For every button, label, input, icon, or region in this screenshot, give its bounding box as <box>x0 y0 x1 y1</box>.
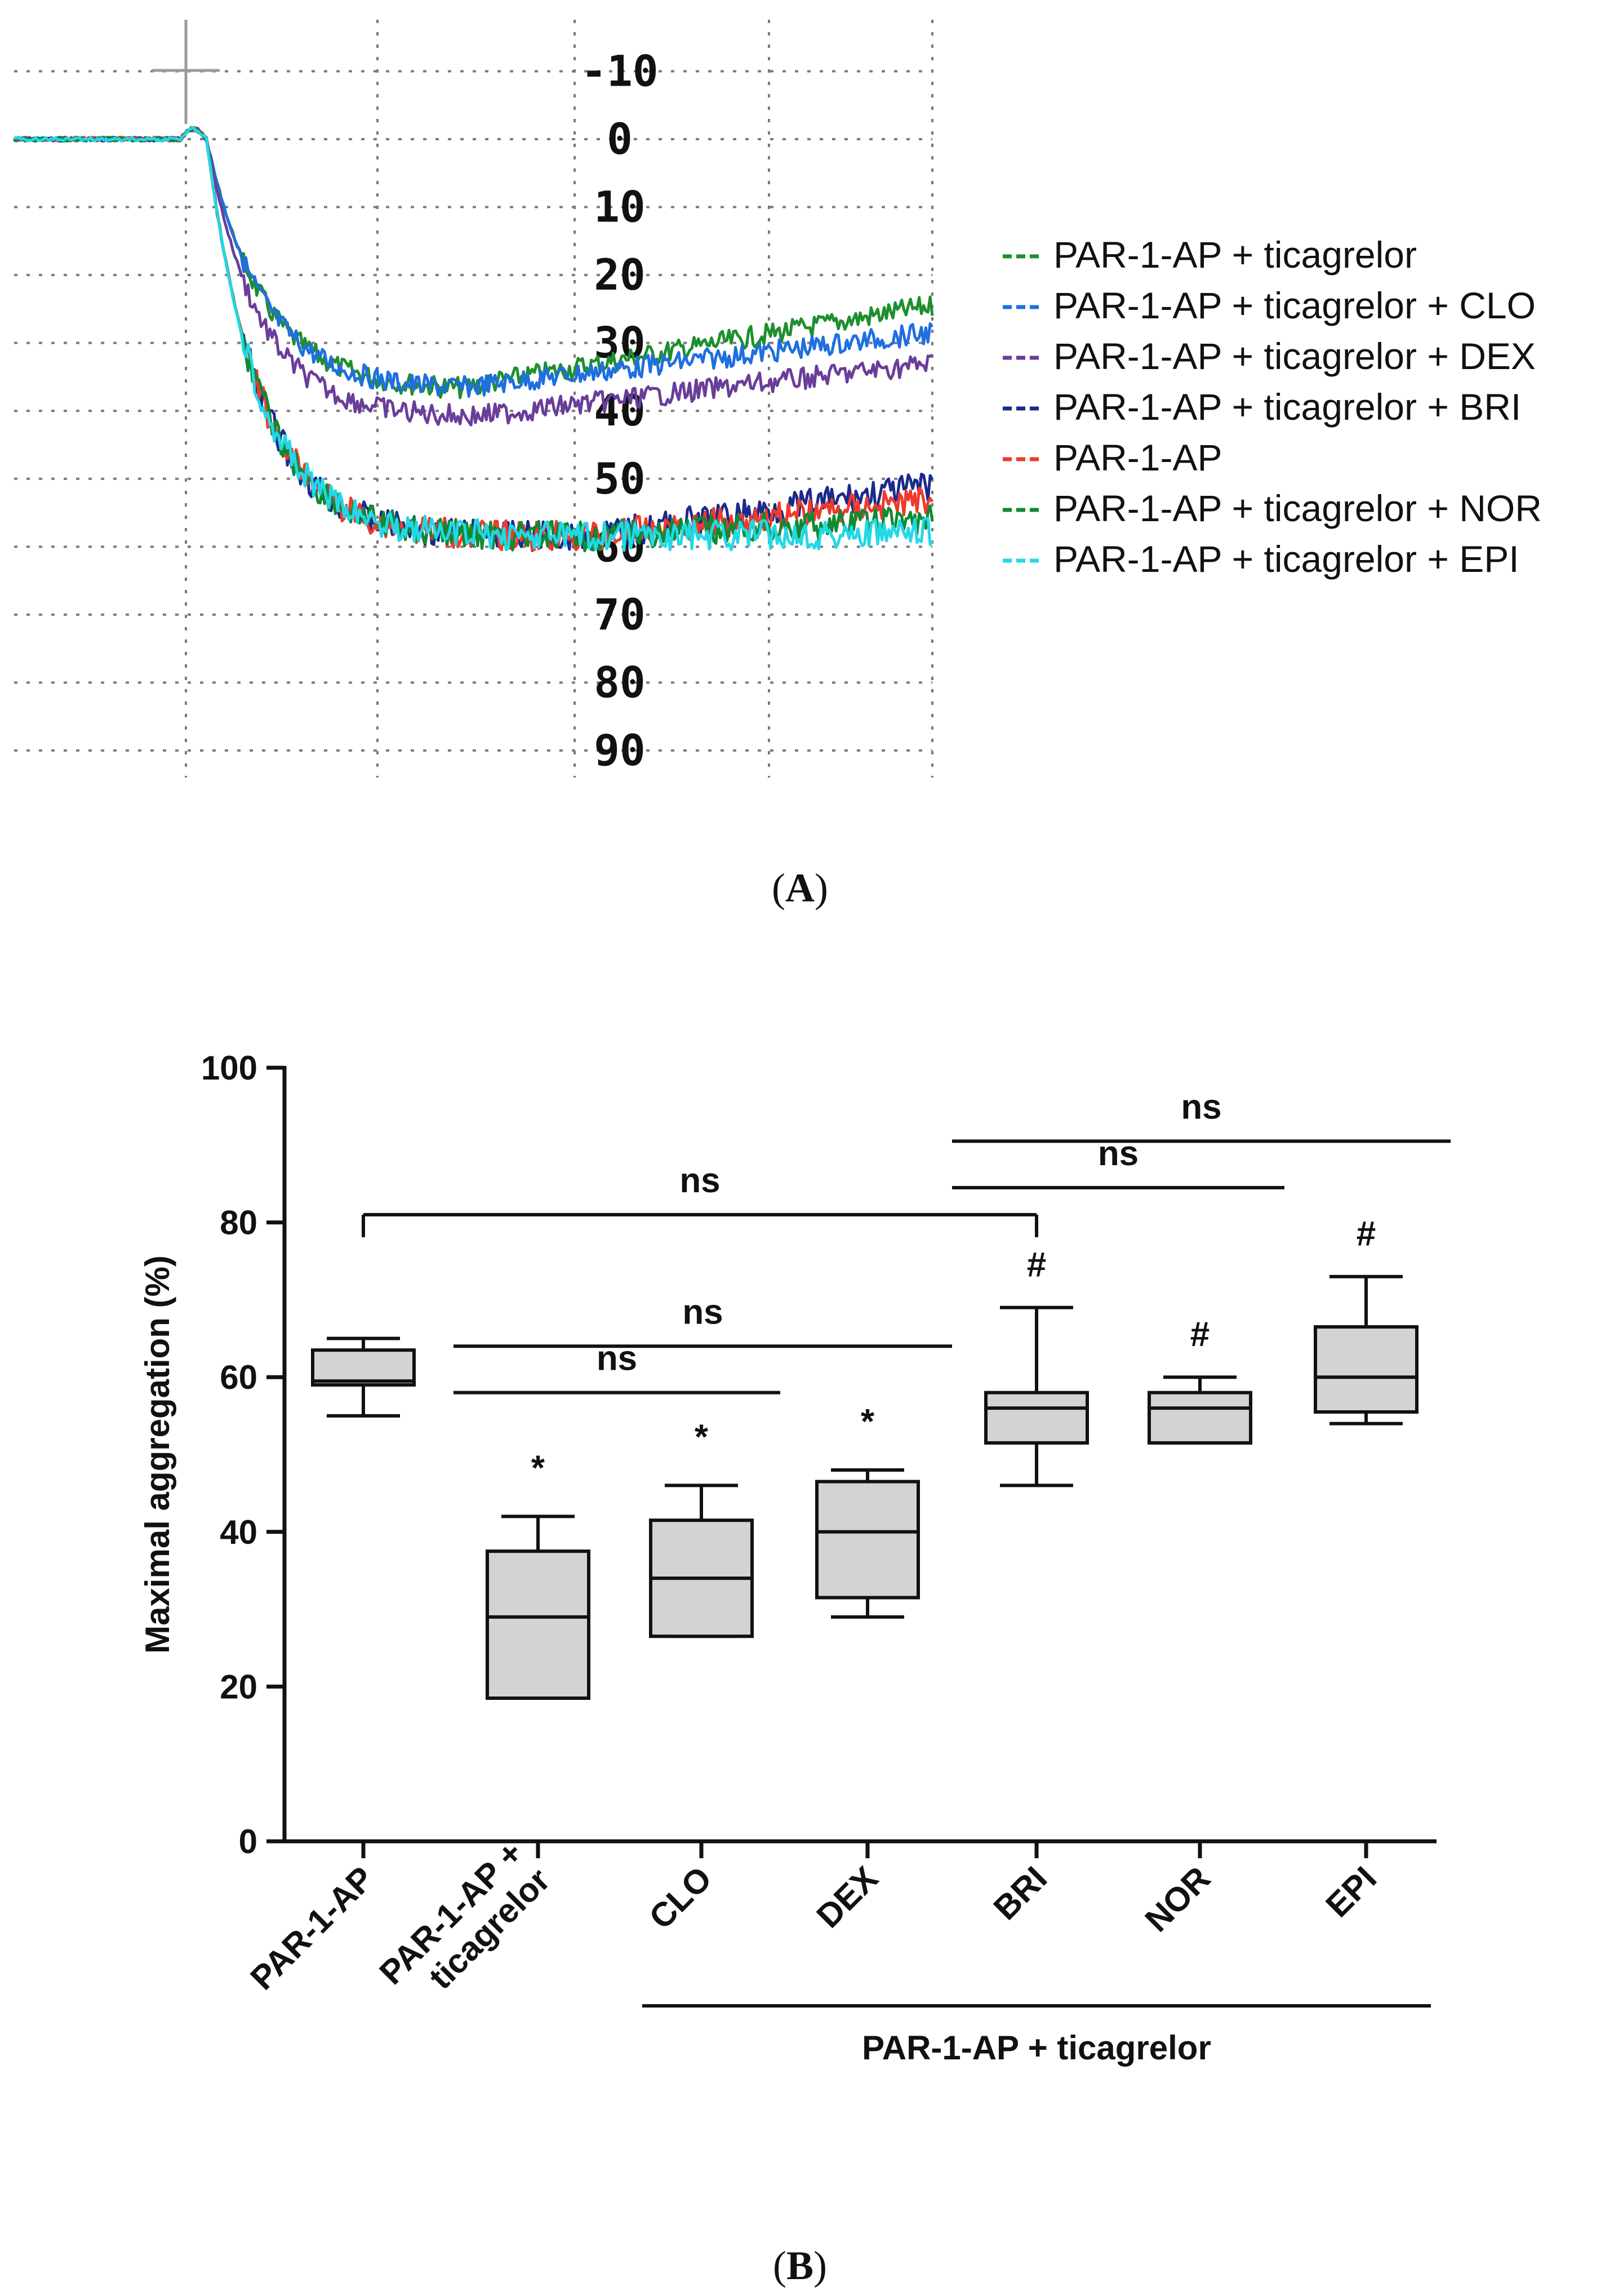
y-tick-label: 10 <box>594 182 646 232</box>
significance-hash: # <box>1357 1215 1376 1254</box>
y-tick-label: 100 <box>201 1049 257 1087</box>
significance-hash: # <box>1027 1246 1046 1285</box>
category-label-epi: EPI <box>1318 1859 1384 1925</box>
y-tick-label: 90 <box>594 725 646 775</box>
trace-par-1-ap-ticagrelor <box>14 126 934 399</box>
category-label-bri: BRI <box>986 1859 1054 1927</box>
box-par-1-ap <box>311 1336 416 1418</box>
comparison-label-ns: ns <box>679 1161 720 1200</box>
box-iqr <box>815 1480 920 1600</box>
y-tick-label: 50 <box>594 454 646 504</box>
legend-label-par-1-ap-ticagrelor-clo: PAR-1-AP + ticagrelor + CLO <box>1053 285 1536 326</box>
legend-label-par-1-ap: PAR-1-AP <box>1053 437 1222 478</box>
box-iqr <box>1314 1325 1419 1414</box>
box-nor <box>1148 1375 1252 1445</box>
trace-par-1-ap <box>13 126 934 552</box>
y-tick-label: 80 <box>220 1204 257 1242</box>
box-dex <box>815 1468 920 1619</box>
panel-a-legend: PAR-1-AP + ticagrelor PAR-1-AP + ticagrel… <box>1003 234 1542 580</box>
significance-star: * <box>531 1449 545 1487</box>
y-tick-label: 20 <box>220 1668 257 1706</box>
box-bri <box>984 1305 1089 1487</box>
box-clo <box>649 1484 754 1638</box>
panel-a-label: (A) <box>772 865 828 911</box>
significance-hash: # <box>1190 1315 1210 1354</box>
comparison-bracket: ns <box>952 1134 1284 1189</box>
comparison-bracket: ns <box>952 1087 1451 1143</box>
category-label-dex: DEX <box>810 1859 886 1935</box>
legend-label-par-1-ap-ticagrelor-epi: PAR-1-AP + ticagrelor + EPI <box>1053 538 1519 580</box>
comparison-label-ns: ns <box>1181 1087 1221 1126</box>
category-label-par-1-ap: PAR-1-AP <box>243 1859 381 1997</box>
legend-label-par-1-ap-ticagrelor-nor: PAR-1-AP + ticagrelor + NOR <box>1053 487 1542 529</box>
trace-par-1-ap-ticagrelor-clo <box>14 127 934 398</box>
box-iqr <box>1148 1391 1252 1445</box>
comparison-bracket: ns <box>362 1161 1038 1237</box>
legend-label-par-1-ap-ticagrelor-dex: PAR-1-AP + ticagrelor + DEX <box>1053 335 1536 377</box>
box-par-1-ap-ticagrelor <box>486 1515 590 1700</box>
y-tick-label: -10 <box>581 46 658 96</box>
category-label-clo: CLO <box>642 1859 719 1937</box>
comparison-label-ns: ns <box>682 1293 723 1331</box>
y-tick-label: 20 <box>594 250 646 300</box>
category-label-par-1-ap-ticagrelor: PAR-1-AP +ticagrelor <box>372 1834 557 2019</box>
trace-par-1-ap-ticagrelor-epi <box>14 126 934 552</box>
box-iqr <box>486 1549 590 1700</box>
category-label-nor: NOR <box>1138 1859 1218 1939</box>
y-axis-label: Maximal aggregation (%) <box>139 1255 176 1654</box>
panel-b-label: (B) <box>773 2243 827 2288</box>
group-label: PAR-1-AP + ticagrelor <box>862 2029 1211 2067</box>
comparison-label-ns: ns <box>597 1339 637 1378</box>
y-tick-label: 70 <box>594 589 646 639</box>
comparison-label-ns: ns <box>1098 1134 1139 1173</box>
y-tick-label: 60 <box>220 1358 257 1396</box>
panel-b-boxplot: 0 20 40 60 80 100 Maximal aggregation (%) PAR-1… <box>139 1049 1451 2067</box>
significance-star: * <box>695 1418 709 1456</box>
y-tick-label: 0 <box>607 114 633 164</box>
y-tick-label: 80 <box>594 657 646 707</box>
legend-label-par-1-ap-ticagrelor-bri: PAR-1-AP + ticagrelor + BRI <box>1053 386 1521 428</box>
comparison-bracket: ns <box>453 1339 780 1395</box>
y-tick-label: 0 <box>239 1823 257 1860</box>
y-tick-label: 40 <box>220 1513 257 1551</box>
trace-par-1-ap-ticagrelor-nor <box>12 128 934 553</box>
comparison-bracket: ns <box>453 1293 952 1348</box>
box-iqr <box>984 1391 1089 1445</box>
legend-label-par-1-ap-ticagrelor: PAR-1-AP + ticagrelor <box>1053 234 1417 276</box>
trace-par-1-ap-ticagrelor-bri <box>13 126 934 552</box>
box-iqr <box>311 1348 416 1387</box>
box-epi <box>1314 1274 1419 1425</box>
significance-star: * <box>861 1402 875 1441</box>
